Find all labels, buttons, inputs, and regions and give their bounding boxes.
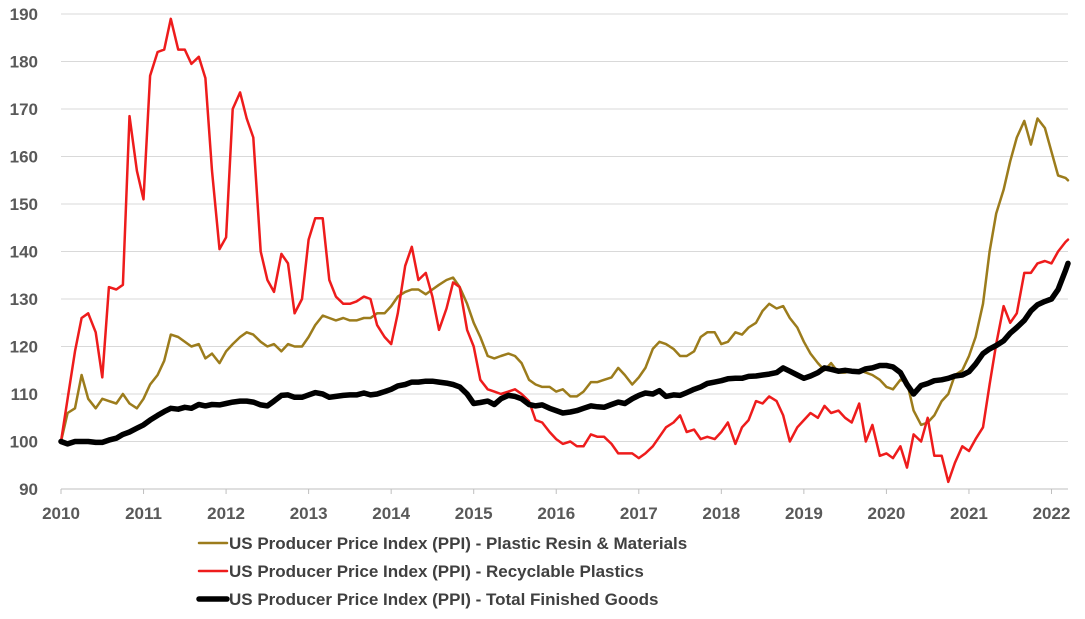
- data-series: [58, 17, 1071, 484]
- x-tick-label-2020: 2020: [867, 504, 905, 523]
- x-tick-label-2021: 2021: [950, 504, 988, 523]
- y-tick-label-130: 130: [10, 290, 38, 309]
- x-tick-label-2015: 2015: [455, 504, 493, 523]
- y-axis-tick-labels: 90 100 110 120 130 140 150 160 170 180 190: [10, 5, 38, 499]
- x-tick-label-2016: 2016: [537, 504, 575, 523]
- y-tick-label-90: 90: [19, 480, 38, 499]
- legend-label-1: US Producer Price Index (PPI) - Plastic …: [229, 534, 687, 553]
- y-tick-label-140: 140: [10, 243, 38, 262]
- x-tick-label-2019: 2019: [785, 504, 823, 523]
- x-tick-label-2018: 2018: [702, 504, 740, 523]
- axes: [60, 488, 1068, 494]
- x-axis-tick-labels: 2010 2011 2012 2013 2014 2015 2016 2017 2018 2019…: [42, 504, 1070, 523]
- y-tick-label-180: 180: [10, 53, 38, 72]
- y-tick-label-150: 150: [10, 195, 38, 214]
- x-tick-label-2017: 2017: [620, 504, 658, 523]
- legend: US Producer Price Index (PPI) - Plastic …: [196, 534, 687, 609]
- y-tick-label-100: 100: [10, 433, 38, 452]
- series-line-2: [59, 17, 1070, 484]
- x-tick-label-2011: 2011: [125, 504, 162, 523]
- y-tick-label-110: 110: [11, 385, 38, 404]
- y-tick-label-160: 160: [10, 148, 38, 167]
- x-tick-label-2013: 2013: [290, 504, 328, 523]
- x-tick-label-2022: 2022: [1033, 504, 1071, 523]
- x-tick-label-2012: 2012: [207, 504, 245, 523]
- gridlines: [61, 13, 1068, 442]
- series-line-3: [58, 260, 1071, 447]
- y-tick-label-170: 170: [10, 100, 38, 119]
- x-tick-label-2010: 2010: [42, 504, 80, 523]
- legend-label-3: US Producer Price Index (PPI) - Total Fi…: [229, 590, 658, 609]
- x-tick-label-2014: 2014: [372, 504, 410, 523]
- y-tick-label-190: 190: [10, 5, 38, 24]
- y-tick-label-120: 120: [10, 338, 38, 357]
- legend-label-2: US Producer Price Index (PPI) - Recyclab…: [229, 562, 644, 581]
